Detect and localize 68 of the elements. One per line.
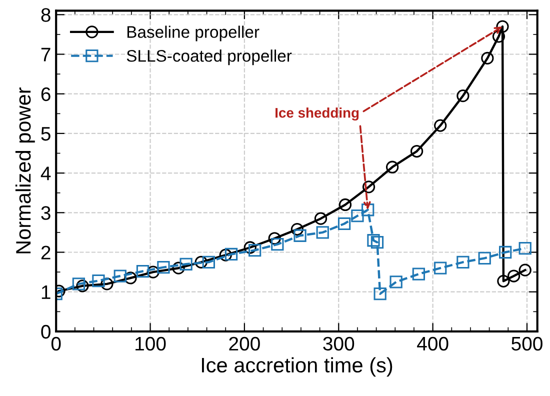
x-axis-title: Ice accretion time (s) (202, 357, 392, 377)
point (338, 198, 352, 212)
point (434, 262, 447, 274)
point (202, 256, 215, 268)
x-tick-label: 100 (136, 336, 166, 351)
point (456, 256, 470, 268)
point (362, 204, 374, 216)
y-tick-label: 4 (40, 166, 51, 180)
legend-label: Baseline propeller (127, 26, 260, 42)
legend-label: SLLS-coated propeller (126, 50, 292, 66)
point (157, 260, 170, 274)
point (518, 264, 532, 276)
x-tick-label: 500 (512, 336, 542, 351)
point (496, 20, 509, 33)
point (180, 258, 192, 270)
point (412, 268, 426, 280)
point (316, 226, 329, 239)
point (244, 241, 256, 254)
point (497, 274, 510, 288)
point (338, 217, 351, 230)
point (370, 236, 384, 249)
point (492, 30, 506, 43)
point (219, 248, 232, 262)
y-tick-label: 2 (41, 246, 50, 260)
point (351, 210, 364, 222)
point (499, 246, 512, 259)
point (92, 274, 105, 288)
point (518, 242, 532, 255)
y-tick-label: 5 (41, 127, 50, 141)
x-tick-label: 400 (417, 336, 448, 351)
point (271, 238, 284, 251)
x-tick-label: 0 (51, 336, 61, 351)
point (100, 278, 114, 290)
point (248, 244, 262, 257)
point (434, 119, 447, 132)
point (76, 280, 89, 292)
y-tick-label: 7 (41, 48, 50, 62)
point (390, 276, 402, 288)
point (362, 180, 376, 194)
y-tick-label: 8 (41, 8, 50, 22)
point (224, 248, 238, 261)
y-tick-label: 6 (41, 87, 50, 102)
point (374, 288, 386, 300)
point (136, 264, 150, 278)
y-tick-label: 0 (41, 324, 50, 339)
point (478, 252, 491, 265)
y-tick-label: 3 (41, 206, 50, 220)
point (367, 234, 380, 247)
point (194, 256, 208, 268)
point (507, 270, 520, 282)
point (314, 212, 328, 225)
point (290, 222, 304, 236)
point (172, 262, 185, 274)
y-axis-title: Normalized power (15, 87, 35, 254)
point (386, 160, 399, 174)
point (114, 270, 126, 282)
annotation: Ice shedding (276, 108, 359, 121)
point (124, 272, 137, 284)
point (268, 232, 281, 245)
point (146, 266, 160, 278)
point (456, 90, 470, 102)
x-tick-label: 300 (323, 336, 354, 351)
point (410, 144, 424, 158)
point (72, 278, 86, 290)
x-tick-label: 200 (229, 336, 260, 351)
point (481, 52, 494, 65)
point (294, 229, 306, 242)
y-tick-label: 1 (42, 286, 50, 299)
